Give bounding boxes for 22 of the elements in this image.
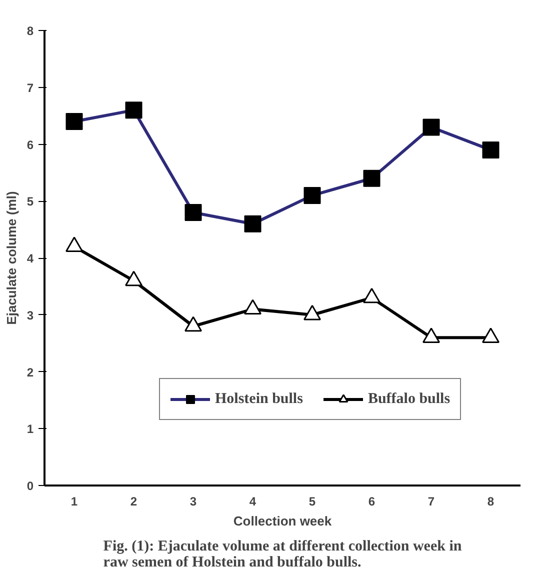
y-tick-label: 4: [26, 252, 34, 266]
legend-label: Buffalo bulls: [368, 390, 450, 408]
x-tick-label: 1: [70, 494, 78, 508]
y-tick-label: 6: [26, 138, 34, 152]
x-tick-label: 6: [368, 494, 376, 508]
x-tick-label: 3: [190, 494, 197, 508]
y-tick-label: 5: [26, 194, 34, 209]
x-tick-label: 7: [428, 494, 435, 508]
x-tick-label: 5: [308, 494, 316, 508]
x-tick-label: 8: [487, 494, 494, 508]
y-axis-title: Ejaculate colume (ml): [4, 191, 19, 325]
y-tick-label: 8: [26, 24, 34, 38]
y-tick-label: 2: [26, 365, 34, 380]
y-tick-label: 3: [26, 308, 34, 322]
y-tick-label: 1: [26, 422, 34, 436]
y-tick-label: 0: [26, 479, 34, 493]
x-tick-label: 2: [130, 494, 138, 508]
y-tick-label: 7: [26, 80, 34, 95]
legend-label: Holstein bulls: [215, 390, 303, 408]
text: Fig. (1): Ejaculate volume at different collection week in raw semen of Holstein and buffalo bulls.: [103, 538, 462, 570]
x-axis-title: Collection week: [233, 514, 332, 528]
x-tick-label: 4: [249, 494, 256, 508]
